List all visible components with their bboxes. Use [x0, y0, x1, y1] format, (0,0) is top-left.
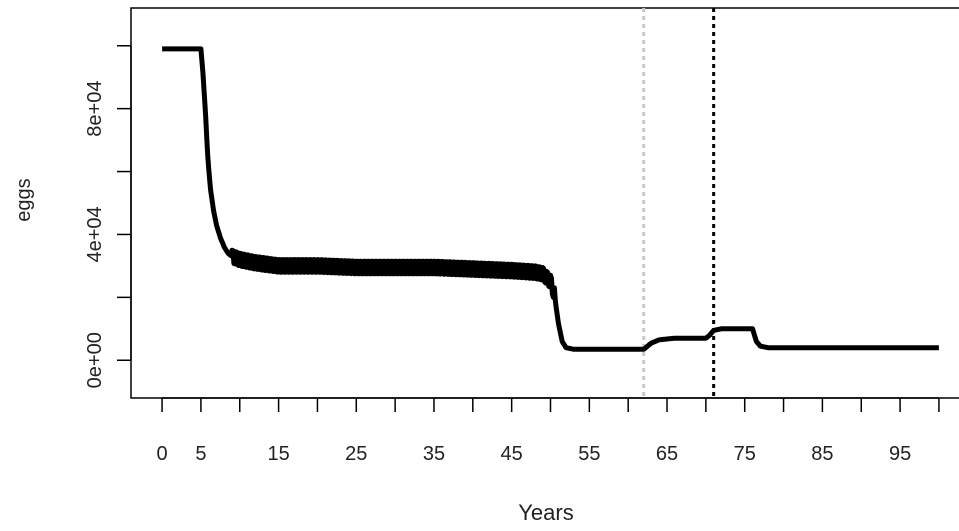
y-axis: 0e+00 4e+04 8e+04: [84, 44, 132, 388]
x-tick-label: 95: [889, 443, 911, 465]
x-tick-label: 5: [195, 443, 206, 465]
x-axis: 0 5 15 25 35 45 55 65 75 85 95: [157, 397, 940, 465]
x-tick-label: 75: [734, 443, 756, 465]
x-tick-label: 15: [267, 443, 289, 465]
x-tick-label: 45: [501, 443, 523, 465]
x-tick-label: 35: [423, 443, 445, 465]
plot-frame: [130, 7, 959, 399]
y-tick-label: 8e+04: [84, 81, 106, 137]
series-line-1: [160, 46, 941, 352]
x-axis-label: Years: [518, 500, 573, 525]
y-tick-label: 0e+00: [84, 332, 106, 388]
x-tick-label: 0: [157, 443, 168, 465]
x-tick-label: 85: [811, 443, 833, 465]
y-axis-label: eggs: [13, 178, 35, 221]
series-layer: [160, 46, 941, 352]
reference-lines: [642, 8, 716, 398]
x-tick-label: 25: [345, 443, 367, 465]
x-tick-label: 65: [656, 443, 678, 465]
y-tick-label: 4e+04: [84, 206, 106, 262]
x-tick-label: 55: [578, 443, 600, 465]
